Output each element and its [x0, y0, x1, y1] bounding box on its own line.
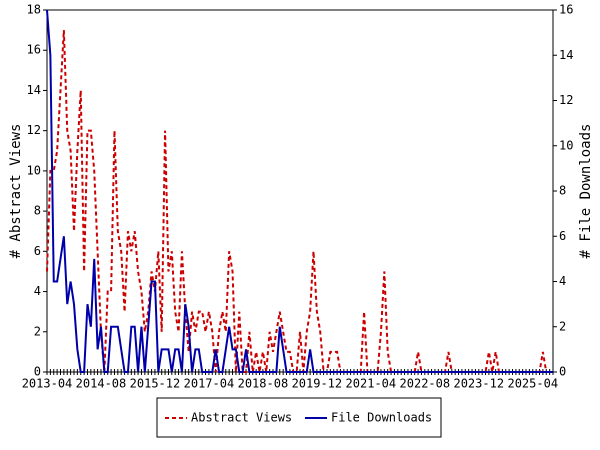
y-tick-label: 16	[27, 43, 41, 57]
plot-area	[46, 9, 554, 373]
y-tick-label: 12	[27, 123, 41, 137]
data-line	[46, 9, 553, 373]
x-tick-label: 2015-12	[130, 377, 181, 391]
y2-tick-label: 12	[559, 93, 573, 107]
x-tick-label: 2025-04	[507, 377, 558, 391]
legend-box	[156, 397, 442, 438]
data-line	[46, 30, 553, 373]
y-tick-label: 0	[34, 365, 41, 379]
y-tick-label: 2	[34, 324, 41, 338]
x-tick-label: 2022-08	[400, 377, 451, 391]
y2-tick-label: 6	[559, 229, 566, 243]
y2-tick-label: 10	[559, 138, 573, 152]
x-tick-label: 2013-04	[22, 377, 73, 391]
y-tick-label: 10	[27, 163, 41, 177]
y2-tick-label: 2	[559, 319, 566, 333]
y2-tick-label: 16	[559, 3, 573, 17]
y2-tick-label: 0	[559, 365, 566, 379]
y-tick-label: 14	[27, 83, 41, 97]
legend-label: Abstract Views	[191, 411, 292, 425]
x-tick-label: 2019-12	[292, 377, 343, 391]
x-tick-label: 2023-12	[453, 377, 504, 391]
y-axis-label: # Abstract Views	[8, 124, 24, 259]
y2-tick-label: 14	[559, 48, 573, 62]
y-tick-label: 18	[27, 3, 41, 17]
y-tick-label: 6	[34, 244, 41, 258]
x-tick-label: 2018-08	[238, 377, 289, 391]
y2-tick-label: 8	[559, 184, 566, 198]
x-tick-label: 2014-08	[76, 377, 127, 391]
y2-tick-label: 4	[559, 274, 566, 288]
x-tick-label: 2021-04	[346, 377, 397, 391]
y-tick-label: 8	[34, 204, 41, 218]
x-tick-label: 2017-04	[184, 377, 235, 391]
legend-label: File Downloads	[331, 411, 432, 425]
y-tick-label: 4	[34, 284, 41, 298]
y2-axis-label: # File Downloads	[578, 124, 594, 259]
